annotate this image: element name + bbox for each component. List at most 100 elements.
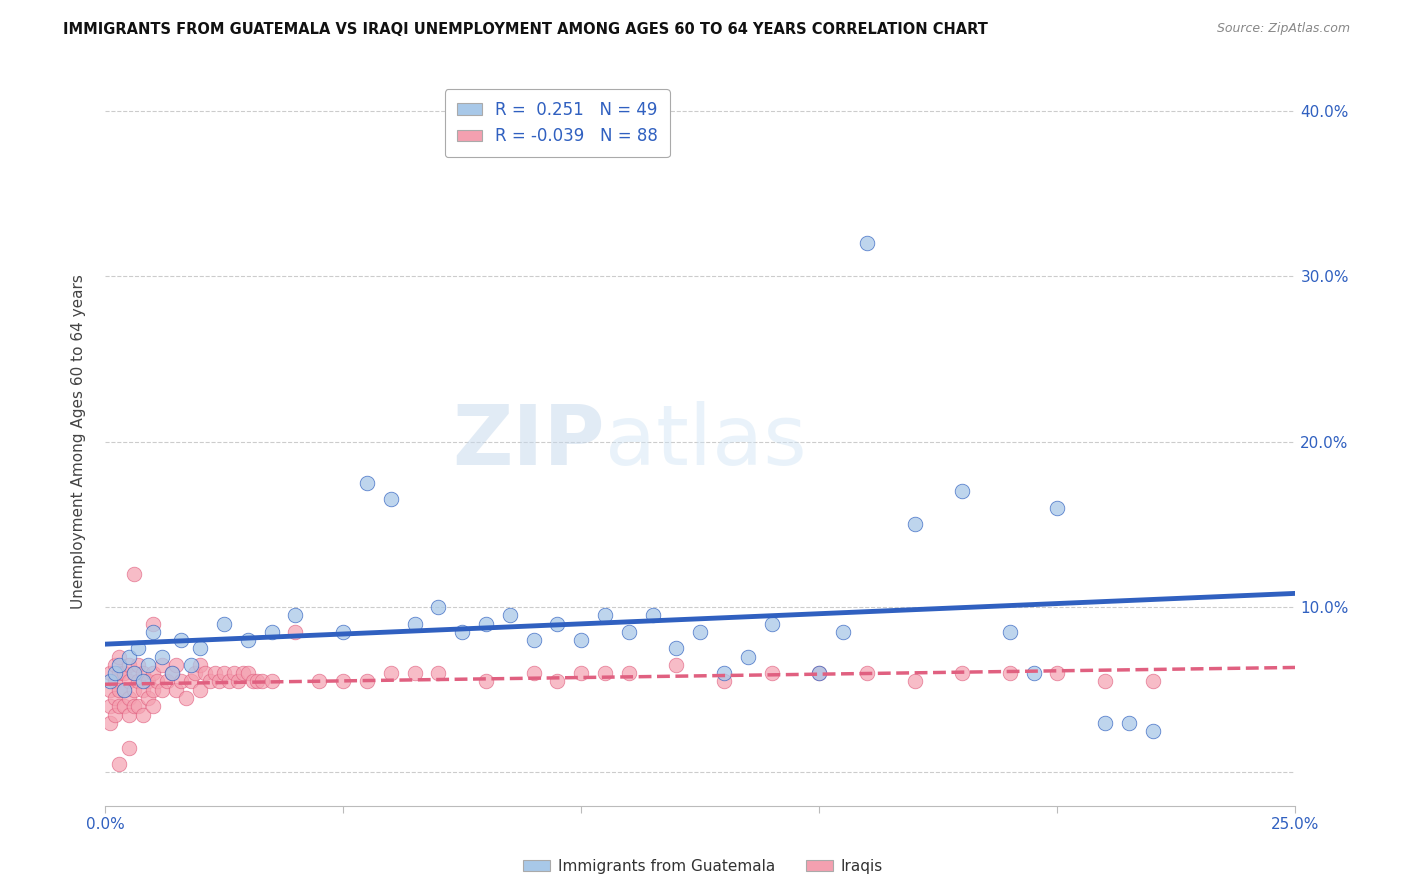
Point: [1142, 724, 1164, 739]
Point: [180, 674, 202, 689]
Point: [260, 674, 283, 689]
Point: [122, 682, 145, 697]
Point: [156, 674, 179, 689]
Point: [356, 674, 378, 689]
Point: [427, 600, 450, 615]
Point: [108, 657, 131, 672]
Point: [546, 674, 568, 689]
Point: [188, 657, 211, 672]
Point: [150, 649, 173, 664]
Point: [103, 666, 125, 681]
Point: [142, 666, 165, 681]
Point: [808, 666, 831, 681]
Point: [122, 666, 145, 681]
Point: [212, 666, 235, 681]
Point: [332, 624, 354, 639]
Point: [1142, 674, 1164, 689]
Point: [180, 657, 202, 672]
Point: [713, 674, 735, 689]
Point: [1118, 715, 1140, 730]
Point: [499, 608, 522, 623]
Point: [122, 699, 145, 714]
Point: [950, 484, 973, 499]
Point: [194, 666, 217, 681]
Point: [228, 674, 250, 689]
Point: [212, 616, 235, 631]
Point: [250, 674, 273, 689]
Point: [284, 624, 307, 639]
Point: [136, 657, 159, 672]
Point: [380, 666, 402, 681]
Point: [208, 674, 231, 689]
Point: [665, 641, 688, 656]
Point: [1046, 666, 1069, 681]
Point: [174, 691, 197, 706]
Point: [170, 674, 193, 689]
Point: [451, 624, 474, 639]
Point: [122, 666, 145, 681]
Point: [146, 674, 169, 689]
Point: [132, 666, 155, 681]
Point: [665, 657, 688, 672]
Point: [998, 666, 1021, 681]
Point: [118, 657, 141, 672]
Point: [380, 492, 402, 507]
Point: [108, 666, 131, 681]
Point: [737, 649, 759, 664]
Point: [142, 616, 165, 631]
Point: [127, 641, 149, 656]
Point: [127, 674, 149, 689]
Point: [142, 699, 165, 714]
Point: [308, 674, 330, 689]
Point: [903, 517, 925, 532]
Point: [236, 666, 259, 681]
Point: [617, 666, 640, 681]
Point: [998, 624, 1021, 639]
Point: [98, 674, 121, 689]
Point: [108, 757, 131, 772]
Point: [112, 666, 135, 681]
Text: atlas: atlas: [605, 401, 807, 482]
Point: [108, 649, 131, 664]
Point: [127, 699, 149, 714]
Point: [103, 707, 125, 722]
Point: [198, 674, 221, 689]
Point: [136, 674, 159, 689]
Point: [593, 666, 616, 681]
Point: [260, 624, 283, 639]
Point: [132, 682, 155, 697]
Point: [950, 666, 973, 681]
Point: [856, 666, 879, 681]
Point: [112, 682, 135, 697]
Point: [188, 641, 211, 656]
Point: [475, 616, 498, 631]
Point: [98, 715, 121, 730]
Point: [118, 691, 141, 706]
Point: [1094, 715, 1116, 730]
Point: [132, 707, 155, 722]
Point: [98, 699, 121, 714]
Point: [246, 674, 269, 689]
Point: [832, 624, 855, 639]
Point: [136, 691, 159, 706]
Point: [188, 682, 211, 697]
Point: [427, 666, 450, 681]
Point: [356, 475, 378, 490]
Y-axis label: Unemployment Among Ages 60 to 64 years: Unemployment Among Ages 60 to 64 years: [72, 274, 86, 609]
Point: [641, 608, 664, 623]
Point: [184, 666, 207, 681]
Point: [118, 674, 141, 689]
Point: [150, 657, 173, 672]
Point: [903, 674, 925, 689]
Point: [522, 633, 544, 648]
Point: [236, 633, 259, 648]
Point: [522, 666, 544, 681]
Point: [127, 657, 149, 672]
Point: [404, 616, 426, 631]
Point: [713, 666, 735, 681]
Point: [569, 633, 592, 648]
Point: [142, 624, 165, 639]
Point: [118, 707, 141, 722]
Text: Source: ZipAtlas.com: Source: ZipAtlas.com: [1216, 22, 1350, 36]
Text: IMMIGRANTS FROM GUATEMALA VS IRAQI UNEMPLOYMENT AMONG AGES 60 TO 64 YEARS CORREL: IMMIGRANTS FROM GUATEMALA VS IRAQI UNEMP…: [63, 22, 988, 37]
